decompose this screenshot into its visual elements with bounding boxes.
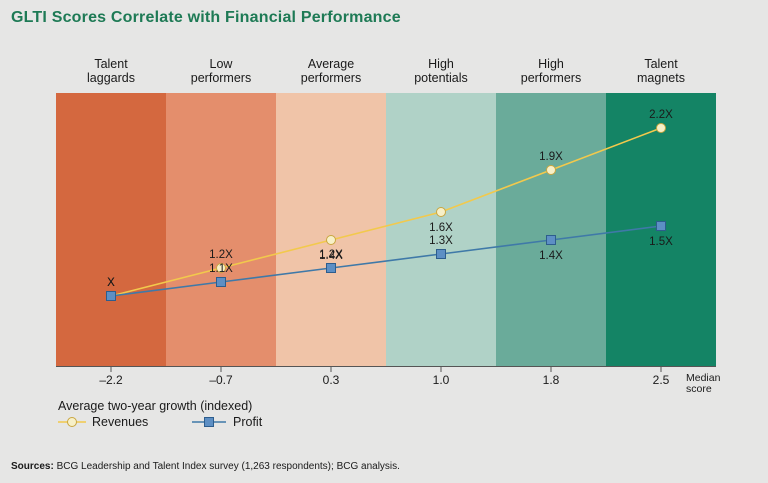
category-label: performers [191, 71, 251, 85]
data-label-revenues: 1.2X [209, 249, 233, 261]
revenue-point [546, 165, 556, 175]
category-label: Average [308, 57, 354, 71]
revenue-point [326, 235, 336, 245]
tick-label: 1.8 [543, 373, 560, 387]
x-axis-label: score [686, 383, 712, 395]
band-0 [56, 93, 166, 366]
revenue-point [656, 123, 666, 133]
legend-marker-revenues [67, 417, 77, 427]
category-label: magnets [637, 71, 685, 85]
series-line-revenues [110, 127, 662, 297]
source-label: Sources: [11, 461, 54, 472]
data-label-revenues: 1.9X [539, 151, 563, 163]
legend-label-revenues: Revenues [92, 415, 148, 429]
band-1 [166, 93, 276, 366]
legend-title: Average two-year growth (indexed) [58, 399, 252, 413]
data-label-profit: 1.3X [429, 235, 453, 247]
profit-point [326, 263, 336, 273]
source-text: BCG Leadership and Talent Index survey (… [56, 461, 400, 472]
profit-point [106, 291, 116, 301]
data-label-profit: 1.1X [209, 263, 233, 275]
category-label: performers [301, 71, 361, 85]
tick-label: 2.5 [653, 373, 670, 387]
category-label: Talent [644, 57, 678, 71]
x-axis-label: Median [686, 372, 721, 384]
revenue-point [216, 263, 226, 273]
tick-label: –0.7 [209, 373, 233, 387]
category-label: potentials [414, 71, 468, 85]
chart-title: GLTI Scores Correlate with Financial Per… [11, 9, 401, 26]
profit-point [436, 249, 446, 259]
category-label: laggards [87, 71, 135, 85]
data-label-profit: 1.2X [319, 249, 343, 261]
profit-point [216, 277, 226, 287]
profit-point [546, 235, 556, 245]
category-label: High [428, 57, 454, 71]
data-label-profit: X [107, 277, 115, 289]
band-4 [496, 93, 606, 366]
band-2 [276, 93, 386, 366]
profit-point [656, 221, 666, 231]
category-label: High [538, 57, 564, 71]
legend-label-profit: Profit [233, 415, 263, 429]
category-label: Talent [94, 57, 128, 71]
data-label-revenues: 1.6X [429, 222, 453, 234]
data-label-revenues: X [107, 277, 115, 289]
data-label-revenues: 1.4X [319, 250, 343, 262]
revenue-point [436, 207, 446, 217]
source-note: Sources: BCG Leadership and Talent Index… [11, 461, 400, 472]
band-3 [386, 93, 496, 366]
data-label-profit: 1.4X [539, 250, 563, 262]
tick-label: 0.3 [323, 373, 340, 387]
legend-marker-profit [204, 417, 214, 427]
series-line-profit [110, 225, 662, 297]
tick-label: 1.0 [433, 373, 450, 387]
category-label: Low [210, 57, 234, 71]
data-label-profit: 1.5X [649, 236, 673, 248]
category-label: performers [521, 71, 581, 85]
data-label-revenues: 2.2X [649, 109, 673, 121]
tick-label: –2.2 [99, 373, 123, 387]
